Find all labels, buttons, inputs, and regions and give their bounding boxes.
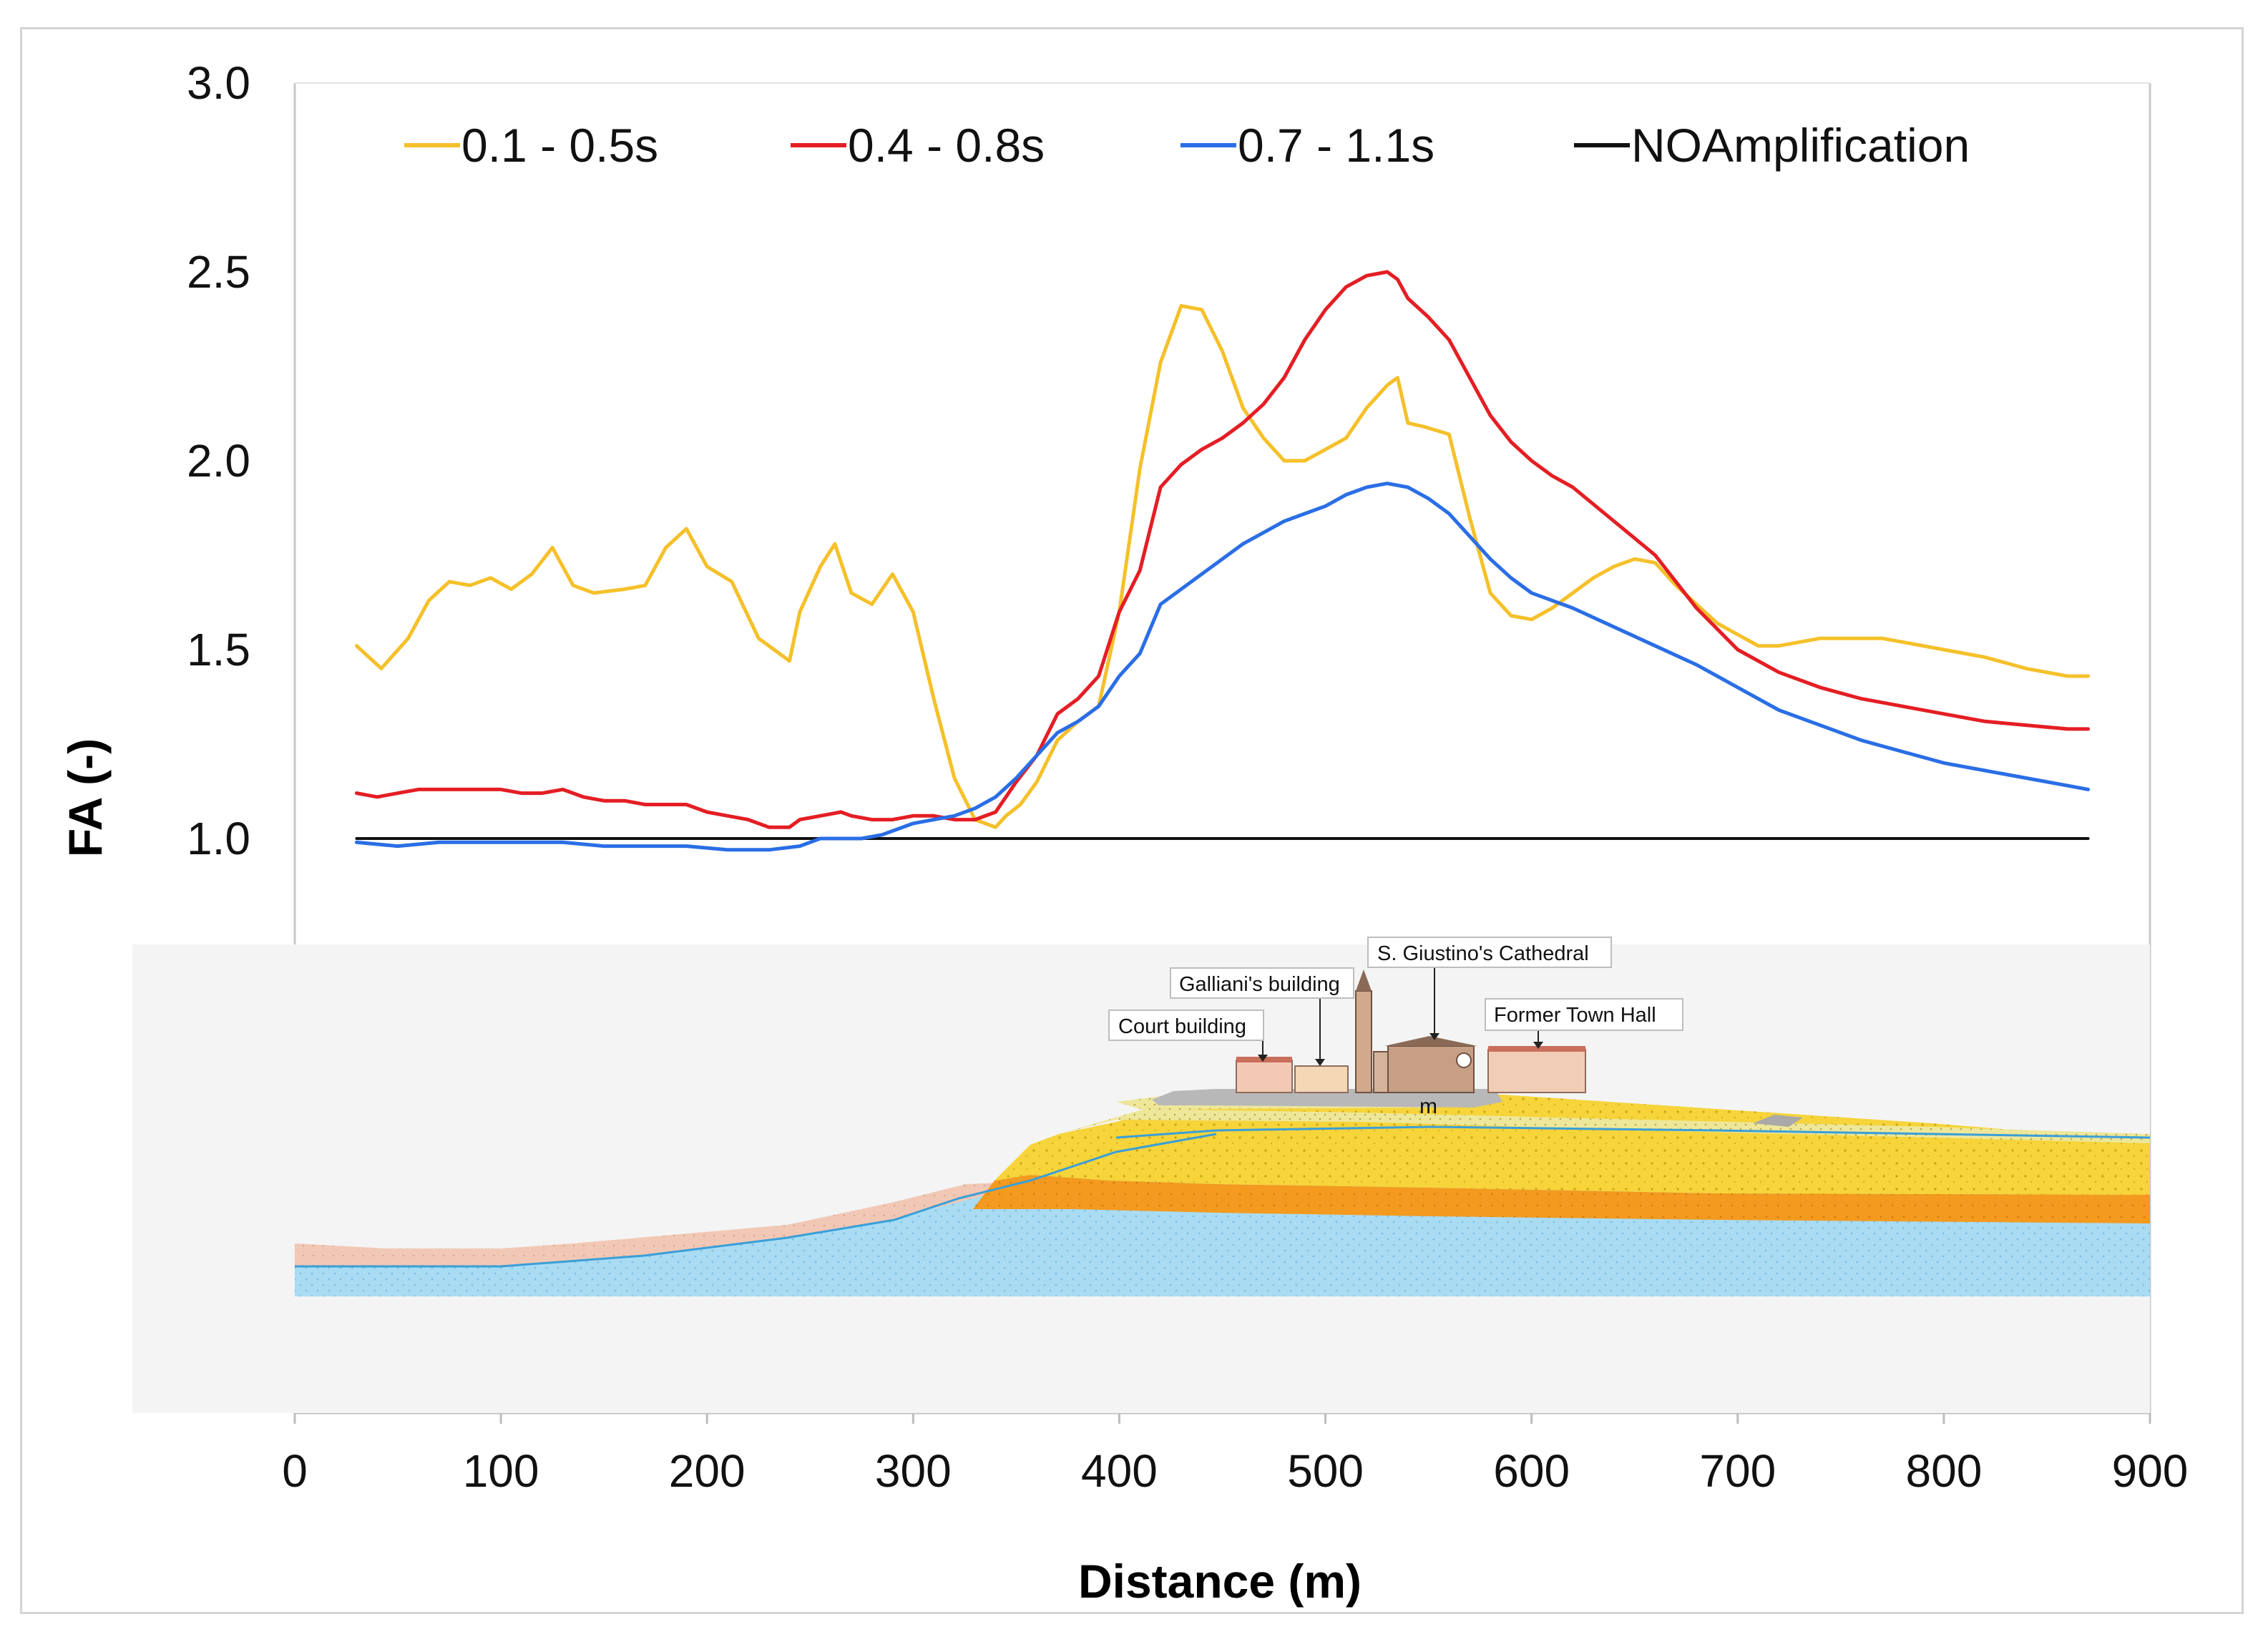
y-tick-label: 1.5 bbox=[187, 624, 250, 675]
x-tick-label: 400 bbox=[1081, 1445, 1158, 1497]
court-building-label: Court building bbox=[1118, 1015, 1246, 1038]
y-tick-label: 1.0 bbox=[187, 813, 250, 864]
tunnel-symbol: m bbox=[1419, 1095, 1437, 1118]
y-tick-label: 3.0 bbox=[187, 57, 250, 109]
galliani-building-shape bbox=[1294, 1065, 1349, 1093]
court-building-label-box bbox=[1108, 1010, 1264, 1041]
fill-deposits bbox=[1152, 1089, 1502, 1108]
y-tick-label: 2.0 bbox=[187, 435, 250, 487]
cathedral-rose-window bbox=[1456, 1052, 1472, 1068]
x-tick-label: 200 bbox=[669, 1445, 746, 1497]
x-tick-label: 500 bbox=[1287, 1445, 1364, 1497]
x-axis-title: Distance (m) bbox=[1078, 1555, 1362, 1608]
bedrock-boundary-line bbox=[295, 1133, 1217, 1268]
y-tick-label: 2.5 bbox=[187, 246, 250, 298]
cathedral-roof bbox=[1384, 1036, 1477, 1046]
x-tick-label: 800 bbox=[1906, 1445, 1983, 1497]
x-tick-label: 0 bbox=[282, 1445, 308, 1497]
series-line-0-4-0-8s bbox=[354, 270, 2091, 829]
tick-labels: 1.0 1.5 2.0 2.5 3.0 0 100 200 300 400 500 600 700 800… bbox=[187, 57, 2188, 1497]
court-building-shape bbox=[1236, 1060, 1293, 1093]
y-axis-title: FA (-) bbox=[59, 738, 112, 857]
legend-label: NOAmplification bbox=[1631, 119, 1970, 172]
town-hall-roof bbox=[1488, 1046, 1585, 1052]
cathedral-arrow bbox=[1429, 1033, 1440, 1040]
cathedral-label-box bbox=[1367, 937, 1612, 968]
x-tick-label: 700 bbox=[1699, 1445, 1776, 1497]
court-building-arrow bbox=[1258, 1055, 1268, 1062]
silty-sand-layer bbox=[1059, 1109, 2150, 1143]
galliani-building-arrow bbox=[1315, 1059, 1325, 1066]
colluvium-layer bbox=[295, 1182, 1016, 1266]
town-hall-label: Former Town Hall bbox=[1494, 1004, 1656, 1027]
town-hall-shape bbox=[1487, 1049, 1586, 1093]
x-tick-label: 600 bbox=[1493, 1445, 1570, 1497]
town-hall-label-box bbox=[1485, 998, 1683, 1031]
galliani-building-label: Galliani's building bbox=[1179, 973, 1340, 996]
series-line-0-1-0-5s bbox=[354, 304, 2091, 829]
legend-label: 0.1 - 0.5s bbox=[461, 119, 658, 172]
x-tick-label: 300 bbox=[875, 1445, 952, 1497]
geological-cross-section: m Court building Galliani's building S. … bbox=[132, 937, 2151, 1413]
galliani-building-label-box bbox=[1170, 967, 1354, 999]
gravel-layer bbox=[973, 1175, 2150, 1223]
town-hall-arrow bbox=[1533, 1042, 1543, 1049]
bell-tower-spire bbox=[1356, 969, 1372, 991]
cathedral-shape bbox=[1387, 1045, 1475, 1093]
water-table-line bbox=[1115, 1125, 2151, 1139]
legend-label: 0.4 - 0.8s bbox=[848, 119, 1045, 172]
series-line-0-7-1-1s bbox=[354, 482, 2091, 852]
bell-tower-shape bbox=[1355, 990, 1372, 1093]
x-tick-label: 900 bbox=[2112, 1445, 2189, 1497]
x-tick-label: 100 bbox=[463, 1445, 539, 1497]
legend-label: 0.7 - 1.1s bbox=[1238, 119, 1434, 172]
figure-frame bbox=[20, 27, 2244, 1614]
small-fill-patch bbox=[1753, 1115, 1803, 1127]
legend: 0.1 - 0.5s 0.4 - 0.8s 0.7 - 1.1s NOAmplific… bbox=[404, 119, 1970, 172]
cathedral-label: S. Giustino's Cathedral bbox=[1377, 942, 1589, 965]
series-group bbox=[354, 270, 2091, 852]
